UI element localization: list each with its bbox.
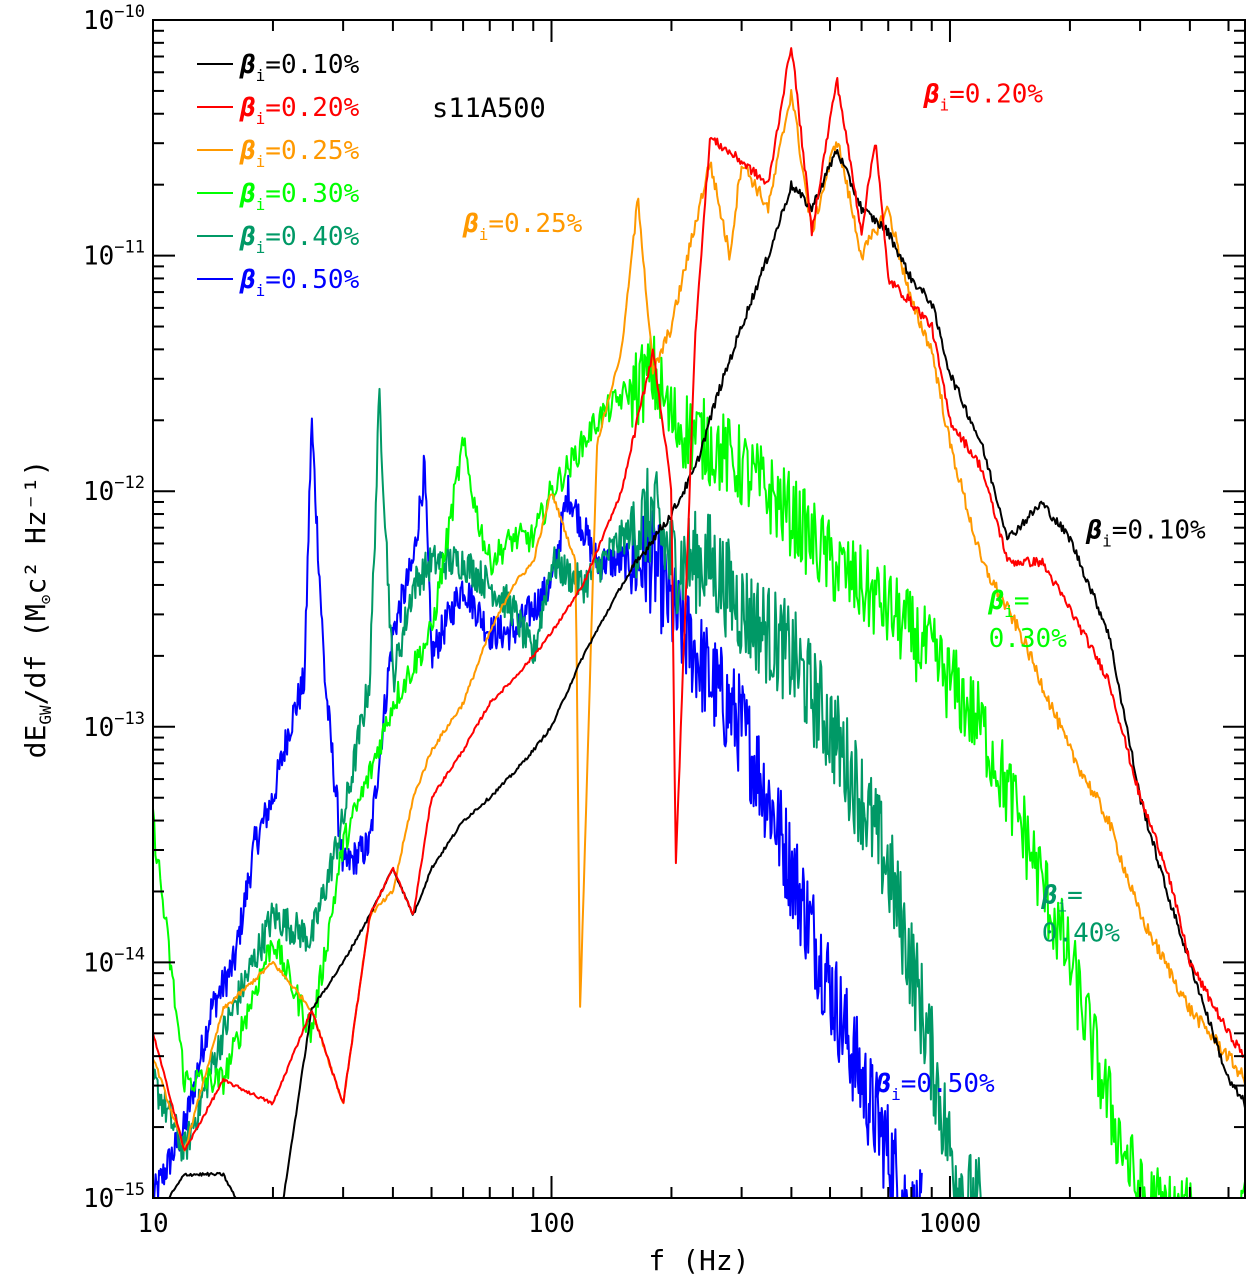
annotation-sub: i xyxy=(1004,602,1014,621)
legend-item: βi=0.30% xyxy=(239,179,360,214)
legend-value: =0.50% xyxy=(265,265,359,295)
y-tick-label: 10−12 xyxy=(83,473,145,507)
y-tick-label: 10−10 xyxy=(83,2,145,36)
legend-sub: i xyxy=(256,66,266,85)
legend-item: βi=0.40% xyxy=(239,222,360,257)
y-tick-base: 10 xyxy=(83,242,114,272)
legend-beta: β xyxy=(239,136,256,166)
annotation-beta: β xyxy=(988,586,1005,616)
y-axis-title-main: dE xyxy=(19,725,52,759)
annotation-value: =0.25% xyxy=(488,209,582,239)
annotation-value: = xyxy=(1014,586,1030,616)
annotation-beta-040-line2: 0.40% xyxy=(1042,919,1121,949)
annotation-beta-010: βi=0.10% xyxy=(1085,515,1206,550)
annotation-sub: i xyxy=(1102,531,1112,550)
legend-beta: β xyxy=(239,50,256,80)
annotation-beta: β xyxy=(874,1069,891,1099)
annotation-beta-040: βi= xyxy=(1041,881,1083,916)
legend-sub: i xyxy=(256,109,266,128)
y-tick-base: 10 xyxy=(83,477,114,507)
annotation-beta-030: βi= xyxy=(988,586,1030,621)
legend-value: =0.10% xyxy=(265,50,359,80)
annotation-beta-050: βi=0.50% xyxy=(874,1069,995,1104)
y-axis-title-units: c² Hz⁻¹) xyxy=(19,460,52,595)
y-tick-base: 10 xyxy=(83,948,114,978)
annotation-beta-025: βi=0.25% xyxy=(462,209,583,244)
series-line-010 xyxy=(167,149,1245,1198)
legend-item: βi=0.25% xyxy=(239,136,360,171)
annotation-beta: β xyxy=(1085,515,1102,545)
series-line-040 xyxy=(153,387,982,1198)
legend-beta: β xyxy=(239,93,256,123)
x-axis-title: f (Hz) xyxy=(648,1244,749,1277)
series-lines xyxy=(153,47,1245,1198)
y-tick-exponent: −10 xyxy=(114,2,145,22)
series-line-030 xyxy=(153,335,1245,1198)
annotation-sub: i xyxy=(1057,897,1067,916)
legend-value: =0.40% xyxy=(265,222,359,252)
y-axis-title-rest: /df (M xyxy=(19,604,52,705)
y-tick-label: 10−15 xyxy=(83,1180,145,1214)
y-tick-label: 10−13 xyxy=(83,709,145,743)
series-line-050 xyxy=(153,417,923,1198)
annotation-sub: i xyxy=(479,225,489,244)
annotation-value: =0.10% xyxy=(1112,515,1206,545)
legend: βi=0.10%βi=0.20%βi=0.25%βi=0.30%βi=0.40%… xyxy=(197,50,360,300)
legend-sub: i xyxy=(256,281,266,300)
legend-value: =0.20% xyxy=(265,93,359,123)
y-tick-exponent: −11 xyxy=(114,238,145,258)
legend-value: =0.30% xyxy=(265,179,359,209)
annotation-beta: β xyxy=(1041,881,1058,911)
y-tick-base: 10 xyxy=(83,1184,114,1214)
series-line-020 xyxy=(153,47,1245,1151)
y-axis-title-sub: GW xyxy=(36,705,55,725)
annotation-value: = xyxy=(1067,881,1083,911)
annotation-beta-030-line2: 0.30% xyxy=(989,624,1068,654)
y-tick-base: 10 xyxy=(83,713,114,743)
annotations: βi=0.20%βi=0.25%βi=0.10%βi=0.30%βi=0.40%… xyxy=(462,79,1206,1104)
legend-sub: i xyxy=(256,195,266,214)
legend-item: βi=0.10% xyxy=(239,50,360,85)
x-tick-label: 10 xyxy=(137,1209,168,1239)
y-tick-exponent: −14 xyxy=(114,944,145,964)
y-tick-exponent: −15 xyxy=(114,1180,145,1200)
legend-sub: i xyxy=(256,238,266,257)
annotation-sub: i xyxy=(891,1085,901,1104)
annotation-sub: i xyxy=(940,95,950,114)
y-tick-exponent: −12 xyxy=(114,473,145,493)
legend-beta: β xyxy=(239,265,256,295)
plot-frame xyxy=(152,19,1246,1199)
y-tick-label: 10−11 xyxy=(83,238,145,272)
annotation-beta-020: βi=0.20% xyxy=(923,79,1044,114)
legend-beta: β xyxy=(239,222,256,252)
y-tick-label: 10−14 xyxy=(83,944,145,978)
x-tick-label: 100 xyxy=(528,1209,575,1239)
y-tick-exponent: −13 xyxy=(114,709,145,729)
annotation-value: =0.20% xyxy=(949,79,1043,109)
annotation-beta: β xyxy=(462,209,479,239)
y-tick-base: 10 xyxy=(83,6,114,36)
legend-sub: i xyxy=(256,152,266,171)
x-tick-label: 1000 xyxy=(919,1209,982,1239)
annotation-beta: β xyxy=(923,79,940,109)
legend-item: βi=0.20% xyxy=(239,93,360,128)
y-axis-title-sun: ⊙ xyxy=(36,594,55,604)
legend-item: βi=0.50% xyxy=(239,265,360,300)
legend-beta: β xyxy=(239,179,256,209)
annotation-value: =0.50% xyxy=(901,1069,995,1099)
legend-value: =0.25% xyxy=(265,136,359,166)
model-label: s11A500 xyxy=(432,93,546,124)
y-axis-title: dEGW/df (M⊙c² Hz⁻¹) xyxy=(19,460,55,759)
